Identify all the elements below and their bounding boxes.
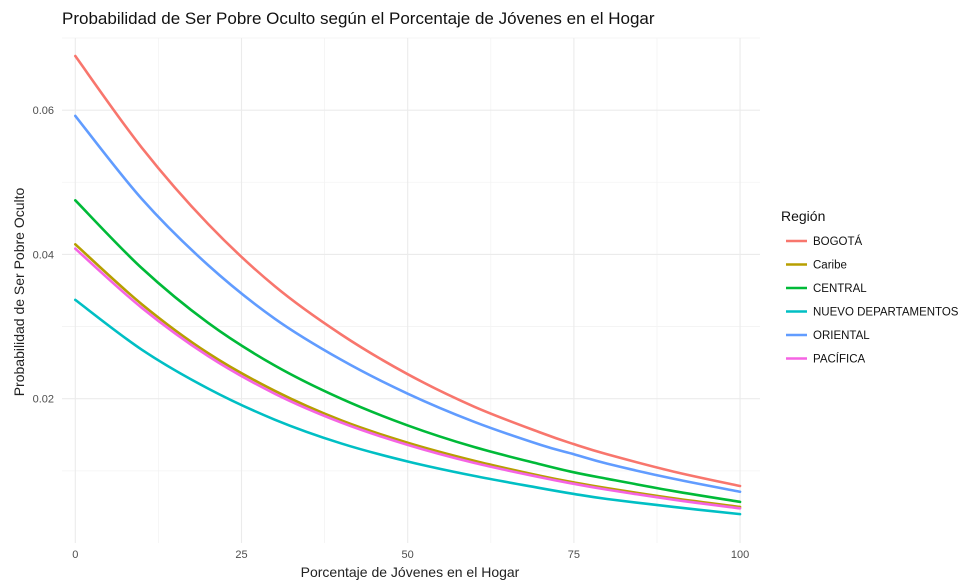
series-line-pacifica — [74, 247, 742, 510]
legend-item-pacifica: PACÍFICA — [786, 353, 866, 366]
axis-ticks: 0 25 50 75 100 0.02 0.04 0.06 — [33, 105, 750, 561]
legend-item-bogota: BOGOTÁ — [786, 235, 863, 248]
series-lines — [74, 54, 742, 516]
legend-item-nuevo-departamentos: NUEVO DEPARTAMENTOS — [786, 307, 959, 319]
legend-item-oriental: ORIENTAL — [786, 330, 870, 342]
legend-label: PACÍFICA — [813, 353, 866, 366]
x-tick-label: 50 — [402, 549, 414, 561]
x-tick-label: 0 — [72, 549, 78, 561]
series-line-central — [74, 199, 742, 504]
legend-label: NUEVO DEPARTAMENTOS — [813, 307, 959, 319]
series-line-nuevo-departamentos — [74, 298, 742, 516]
x-tick-label: 100 — [731, 549, 749, 561]
legend-label: BOGOTÁ — [813, 235, 863, 248]
x-axis-title: Porcentaje de Jóvenes en el Hogar — [301, 564, 520, 580]
chart-title: Probabilidad de Ser Pobre Oculto según e… — [62, 9, 655, 28]
series-line-bogota — [74, 54, 742, 488]
y-axis-title: Probabilidad de Ser Pobre Oculto — [11, 188, 27, 397]
legend: Región BOGOTÁ Caribe CENTRAL NUEVO DEPARTAM… — [781, 208, 959, 366]
x-tick-label: 75 — [568, 549, 580, 561]
series-line-caribe — [74, 243, 742, 509]
legend-label: CENTRAL — [813, 283, 867, 295]
y-tick-label: 0.02 — [33, 394, 54, 406]
legend-label: ORIENTAL — [813, 330, 870, 342]
legend-label: Caribe — [813, 260, 847, 272]
y-tick-label: 0.06 — [33, 105, 54, 117]
legend-item-central: CENTRAL — [786, 283, 867, 295]
legend-title: Región — [781, 208, 825, 224]
x-tick-label: 25 — [235, 549, 247, 561]
grid — [62, 37, 760, 543]
series-line-oriental — [74, 114, 742, 494]
legend-item-caribe: Caribe — [786, 260, 847, 272]
y-tick-label: 0.04 — [33, 249, 54, 261]
